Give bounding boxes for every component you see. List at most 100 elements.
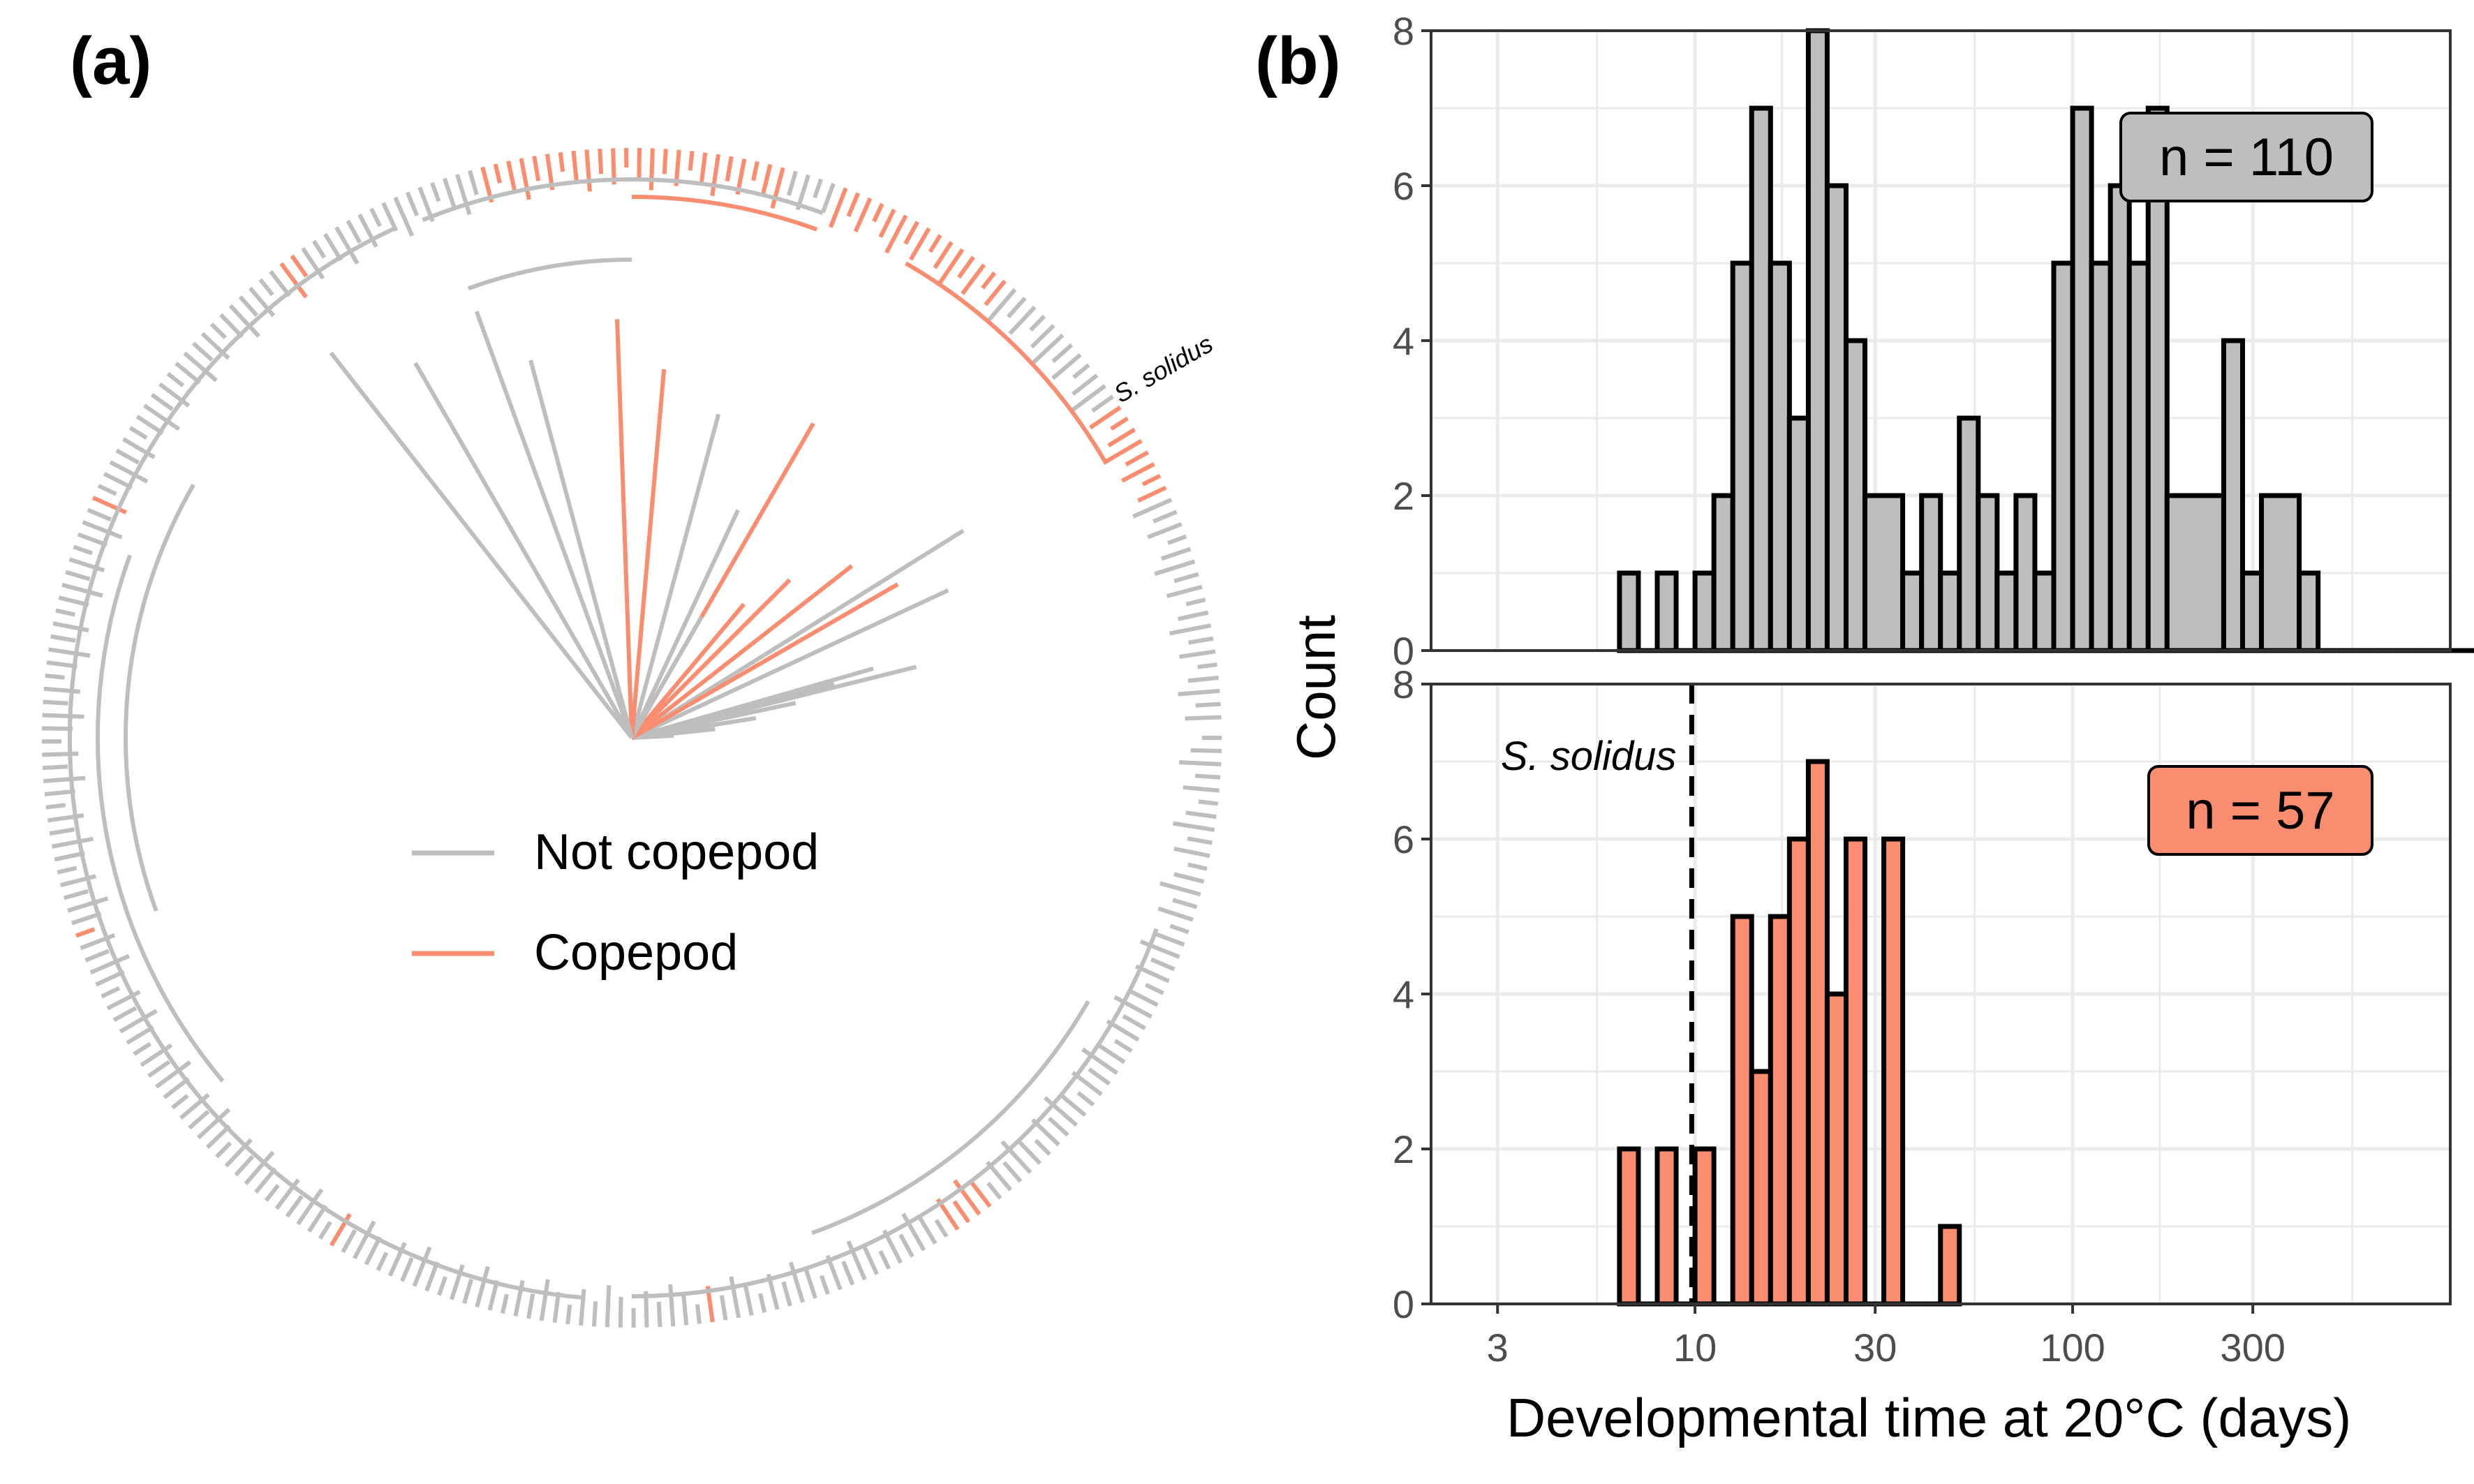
tree-tip-200 — [493, 163, 503, 184]
hist-bottom-bar-7 — [1805, 759, 1830, 1307]
hist-top-ytick-label-6: 6 — [1393, 164, 1414, 208]
tree-tip-262 — [1132, 498, 1173, 519]
phylogenetic-tree — [41, 148, 1222, 1328]
tree-legend: Not copepod Copepod — [412, 824, 819, 981]
tree-tip-203 — [532, 156, 541, 181]
hist-bottom-vline-label: S. solidus — [1501, 734, 1676, 779]
hist-top-bar-29 — [2259, 493, 2302, 653]
tree-tip-5 — [1198, 799, 1219, 806]
tree-branch-16 — [630, 509, 740, 739]
hist-top-bar-16 — [1976, 493, 2000, 653]
tree-tip-242 — [986, 288, 1017, 323]
tree-tip-251 — [1071, 373, 1099, 396]
tree-tip-60 — [758, 1293, 767, 1313]
tree-tip-217 — [710, 154, 721, 196]
tree-tip-75 — [565, 1304, 572, 1325]
tree-tip-275 — [1197, 662, 1217, 669]
tree-tip-4 — [1183, 785, 1220, 793]
tree-tip-127 — [67, 896, 109, 913]
tree-tip-51 — [862, 1245, 879, 1275]
tree-tip-250 — [1072, 363, 1090, 379]
tree-tip-100 — [264, 1184, 280, 1202]
tree-branch-23 — [329, 351, 634, 739]
tree-tip-42 — [953, 1179, 982, 1216]
tree-tip-15 — [1169, 923, 1190, 935]
tree-tip-177 — [228, 304, 261, 338]
tree-branch-9 — [630, 528, 965, 740]
tree-branch-11 — [630, 578, 792, 740]
tree-tip-226 — [821, 182, 836, 214]
hist-top-bar-9 — [1824, 183, 1849, 653]
tree-tip-227 — [829, 187, 848, 228]
tree-tip-83 — [462, 1278, 474, 1305]
xtick-label-3: 3 — [1487, 1326, 1509, 1370]
tree-tip-205 — [558, 151, 565, 172]
tree-tip-269 — [1166, 584, 1203, 598]
hist-top-bar-20 — [2051, 260, 2075, 653]
tree-tip-271 — [1178, 610, 1209, 621]
tree-branch-19 — [615, 319, 634, 739]
tree-tip-9 — [1173, 846, 1210, 859]
hist-top-bar-2 — [1692, 570, 1717, 653]
xtick-label-300: 300 — [2220, 1326, 2285, 1370]
tree-branch-17 — [630, 413, 721, 739]
tree-clade-arc-2 — [124, 484, 195, 912]
tree-tip-197 — [454, 173, 472, 216]
tree-tip-114 — [140, 1043, 173, 1067]
tree-tip-99 — [274, 1178, 300, 1210]
tree-clade-arc-4 — [811, 1000, 1090, 1236]
tree-tip-254 — [1089, 406, 1122, 430]
tree-tip-31 — [1060, 1094, 1087, 1117]
tree-tip-238 — [957, 255, 975, 279]
tree-tip-268 — [1173, 572, 1199, 584]
tree-clade-arc-0 — [67, 226, 584, 1300]
tree-tip-240 — [981, 271, 997, 290]
tree-tip-252 — [1070, 384, 1106, 413]
tree-tip-131 — [54, 851, 85, 862]
tree-tip-84 — [450, 1264, 465, 1300]
hist-top-bar-4 — [1730, 260, 1754, 653]
tree-tip-14 — [1157, 906, 1194, 922]
tree-tip-253 — [1091, 394, 1114, 413]
tree-tip-50 — [878, 1249, 891, 1270]
tree-branch-10 — [630, 602, 746, 739]
tree-clade-arc-6 — [467, 258, 632, 291]
tree-tip-101 — [254, 1167, 277, 1194]
tree-tip-142 — [42, 713, 84, 719]
tree-branch-13 — [630, 582, 899, 740]
tree-tip-175 — [209, 322, 227, 339]
tree-tip-121 — [95, 970, 125, 987]
tree-tip-223 — [787, 170, 798, 196]
tree-tip-176 — [219, 313, 244, 339]
tree-tip-145 — [45, 673, 65, 680]
hist-top-bar-27 — [2221, 338, 2245, 653]
hist-top-bar-3 — [1711, 493, 1735, 653]
tree-tip-96 — [307, 1204, 328, 1233]
tree-tip-213 — [662, 149, 668, 175]
hist-top-bar-19 — [2032, 570, 2057, 653]
tree-tip-186 — [323, 232, 343, 262]
tree-tip-152 — [61, 582, 103, 598]
tree-tip-146 — [46, 660, 77, 669]
tree-tip-178 — [238, 295, 259, 318]
tree-tip-179 — [249, 286, 276, 318]
tree-tip-215 — [688, 151, 695, 171]
tree-tip-2 — [1179, 760, 1222, 766]
tree-tip-182 — [279, 262, 308, 299]
tree-tip-196 — [443, 177, 457, 209]
tree-tip-20 — [1145, 983, 1164, 995]
tree-tip-147 — [48, 647, 91, 658]
tree-tip-13 — [1172, 898, 1198, 910]
tree-tip-92 — [352, 1220, 376, 1260]
tree-tip-97 — [296, 1188, 324, 1226]
tree-tip-93 — [341, 1229, 357, 1254]
tree-branch-21 — [474, 311, 634, 739]
tree-clade-arc-7 — [904, 261, 1109, 466]
tree-tip-255 — [1110, 416, 1129, 431]
hist-top-bar-8 — [1805, 28, 1830, 653]
hist-top-bar-13 — [1919, 493, 1943, 653]
tree-tip-189 — [357, 213, 378, 248]
tree-tip-74 — [579, 1289, 586, 1326]
tree-branch-8 — [630, 588, 949, 740]
